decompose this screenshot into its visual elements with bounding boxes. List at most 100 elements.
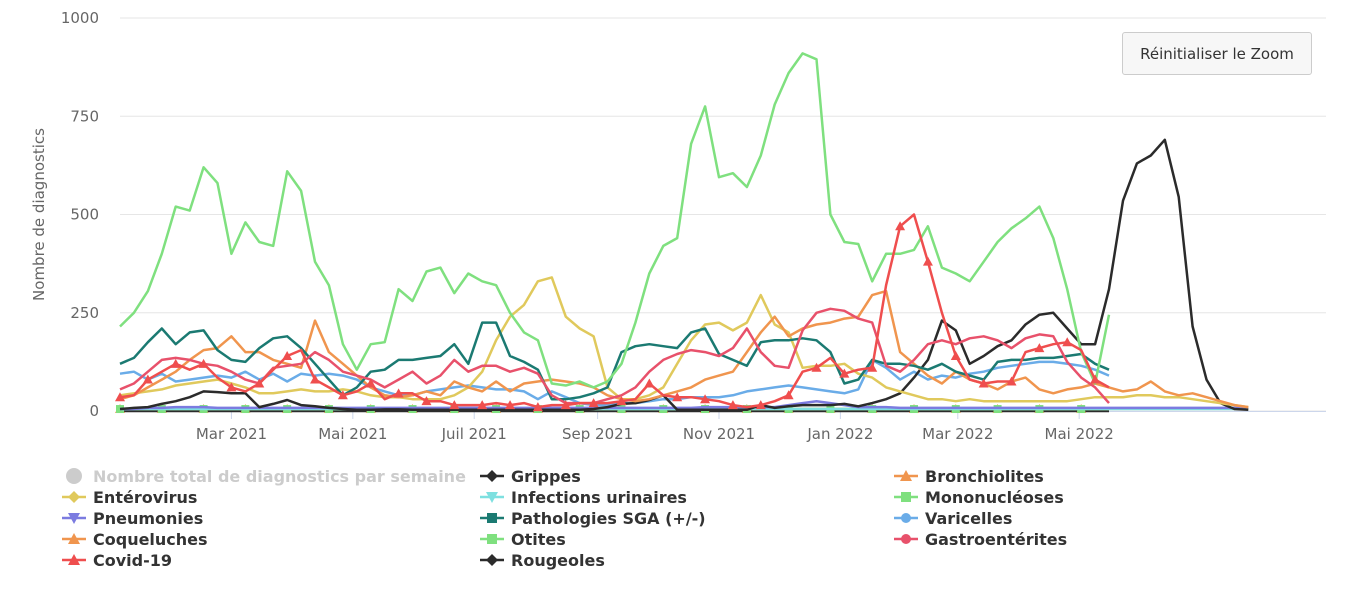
x-tick-label: Nov 2021 [683,425,755,443]
data-point [895,221,906,231]
legend-marker [487,534,497,544]
data-point [254,378,265,388]
series-line-gastroenterites [119,307,1110,405]
data-point [1034,343,1045,353]
legend-label: Otites [511,529,566,549]
data-point [811,362,822,372]
data-point [1062,337,1073,347]
data-point [727,400,738,410]
data-point [337,390,348,400]
x-tick-label: Mar 2021 [196,425,267,443]
x-tick-label: Juil 2021 [441,425,507,443]
legend-symbol-diamond-icon [480,470,504,482]
legend-symbol-circle-icon [894,534,918,544]
series-line-mononucleoses [119,52,1111,389]
legend-symbol-square-icon [480,534,504,544]
legend-symbol-triangle-icon [62,554,86,565]
legend-symbol-square-icon [480,513,504,523]
legend-marker [486,470,498,482]
series-grippes [119,138,1249,412]
legend-item-covid-19[interactable]: Covid-19 [62,550,172,570]
series-covid-19 [115,213,1110,412]
data-point [839,368,850,378]
legend-marker [68,533,80,544]
legend-item-mononucleoses[interactable]: Mononucléoses [894,487,1064,507]
data-point [616,396,627,406]
y-tick-label: 1000 [61,9,99,27]
data-point [560,400,571,410]
legend-item-rougeoles[interactable]: Rougeoles [480,550,605,570]
legend-label: Pneumonies [93,508,204,528]
legend-marker [901,534,911,544]
legend-symbol-triangle-icon [62,533,86,544]
legend-symbol-diamond-icon [480,554,504,566]
data-point [1006,376,1017,386]
legend-marker [487,513,497,523]
data-point [950,350,961,360]
legend-item-enterovirus[interactable]: Entérovirus [62,487,197,507]
legend-label: Gastroentérites [925,529,1068,549]
legend-symbol-square-icon [894,492,918,502]
legend-label: Varicelles [925,508,1013,528]
series-line-pneumonies [120,399,1249,411]
x-tick-label: Mai 2022 [1045,425,1114,443]
legend-marker [68,491,80,503]
y-tick-label: 0 [89,402,99,420]
data-point [310,374,321,384]
legend-marker [901,492,911,502]
data-point [644,378,655,388]
data-point [198,358,209,368]
data-point [142,374,153,384]
data-point [115,392,125,402]
data-point [1090,374,1101,384]
data-point [783,390,794,400]
legend-marker [68,513,80,524]
y-axis-title: Nombre de diagnostics [30,128,48,301]
series-gastroenterites [119,307,1110,405]
legend-item-grippes[interactable]: Grippes [480,466,581,486]
x-tick-label: Sep 2021 [562,425,633,443]
legend-marker [66,468,82,484]
x-tick-label: Jan 2022 [806,425,873,443]
legend-item-otites[interactable]: Otites [480,529,566,549]
legend-label: Rougeoles [511,550,605,570]
data-point [282,350,293,360]
legend-item-pathologies-sga[interactable]: Pathologies SGA (+/-) [480,508,706,528]
legend-label: Coqueluches [93,529,208,549]
legend-symbol-diamond-icon [62,491,86,503]
series-pneumonies [120,399,1249,411]
y-tick-label: 250 [70,304,99,322]
legend-marker [486,492,498,503]
data-point [700,394,711,404]
data-point [505,400,516,410]
legend-item-gastroenterites[interactable]: Gastroentérites [894,529,1067,549]
legend-item-bronchiolites[interactable]: Bronchiolites [894,466,1044,486]
legend-item-pneumonies[interactable]: Pneumonies [62,508,203,528]
legend-symbol-circle-icon [66,468,82,484]
legend-item-coqueluches[interactable]: Coqueluches [62,529,208,549]
reset-zoom-button[interactable]: Réinitialiser le Zoom [1122,32,1312,75]
data-point [477,400,488,410]
data-point [978,378,989,388]
legend: Nombre total de diagnostics par semaine G… [62,466,1342,576]
legend-label: Covid-19 [93,550,173,570]
legend-item-nombre-total-de-diagnostics-par-semaine[interactable]: Nombre total de diagnostics par semaine [62,466,466,486]
series-line-bronchiolites [119,289,1249,409]
legend-symbol-triangle-down-icon [480,492,504,503]
legend-item-varicelles[interactable]: Varicelles [894,508,1012,528]
series-line-grippes [119,138,1249,412]
y-tick-label: 750 [70,107,99,125]
legend-marker [68,554,80,565]
series-pathologies-sga [119,321,1110,401]
series-lines [115,52,1249,414]
x-tick-label: Mar 2022 [922,425,993,443]
legend-label: Infections urinaires [511,487,687,507]
legend-symbol-triangle-down-icon [62,513,86,524]
legend-label: Mononucléoses [925,487,1064,507]
data-point [922,256,933,266]
data-point [365,378,376,388]
legend-symbol-circle-icon [894,513,918,523]
legend-item-infections-urinaires[interactable]: Infections urinaires [480,487,687,507]
data-point [755,400,766,410]
data-point [672,392,683,402]
